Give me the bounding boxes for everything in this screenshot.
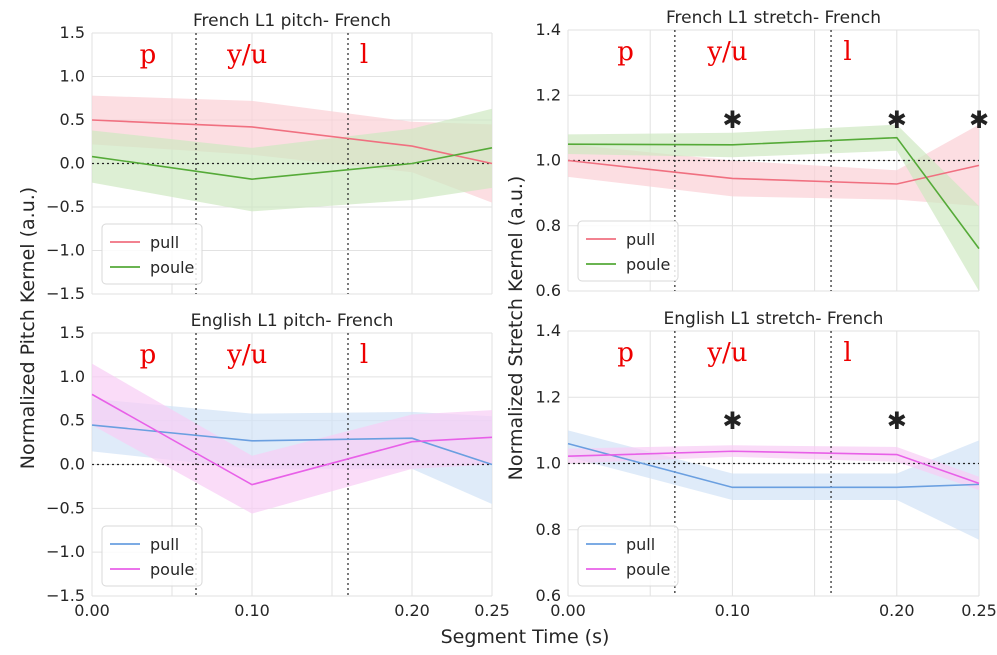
series-line-poule: [567, 136, 980, 250]
series-line-poule: [91, 393, 493, 486]
y-tick-label: 0.6: [536, 586, 561, 605]
legend-label-pull: pull: [150, 233, 179, 252]
legend-label-poule: poule: [626, 560, 670, 579]
segment-label: y/u: [226, 40, 267, 70]
y-tick-label: 1.0: [60, 367, 85, 386]
segment-label: l: [843, 338, 851, 368]
legend-label-pull: pull: [626, 230, 655, 249]
x-tick-label: 0.00: [74, 601, 110, 620]
segment-label: y/u: [226, 340, 267, 370]
y-tick-label: −1.5: [46, 284, 85, 303]
significance-marker: ✱: [887, 106, 907, 134]
legend-frame: [577, 525, 679, 587]
legend-label-poule: poule: [150, 258, 194, 277]
y-tick-label: −0.5: [46, 498, 85, 517]
y-tick-label: 1.0: [536, 151, 561, 170]
segment-label: l: [843, 37, 851, 67]
y-tick-label: 0.6: [536, 281, 561, 300]
y-tick-label: 0.8: [536, 520, 561, 539]
legend-label-pull: pull: [626, 535, 655, 554]
y-tick-label: 1.2: [536, 85, 561, 104]
y-axis-label-stretch: Normalized Stretch Kernel (a.u.): [505, 176, 527, 481]
legend: pull poule: [577, 220, 679, 282]
confidence-band-poule: [568, 445, 979, 490]
series-line-pull: [567, 159, 980, 185]
chart-panels: p y/u l French L1 pitch- French −1.5 −1.0 −0.5…: [46, 8, 997, 620]
y-axis-label-pitch: Normalized Pitch Kernel (a.u.): [17, 187, 39, 469]
series-line-pull: [91, 119, 493, 165]
x-tick-label: 0.10: [234, 601, 270, 620]
y-tick-label: 0.0: [60, 154, 85, 173]
x-tick-label: 0.20: [879, 601, 915, 620]
legend-label-poule: poule: [626, 255, 670, 274]
significance-marker: ✱: [722, 407, 742, 435]
x-tick-label: 0.10: [715, 601, 751, 620]
y-tick-label: 1.5: [60, 323, 85, 342]
chart-title: English L1 pitch- French: [191, 311, 394, 331]
legend-frame: [101, 223, 203, 285]
significance-marker: ✱: [969, 106, 989, 134]
x-axis-label: Segment Time (s): [441, 626, 610, 648]
chart-title: French L1 stretch- French: [666, 8, 881, 28]
y-tick-label: −1.0: [46, 241, 85, 260]
y-tick-label: 1.2: [536, 387, 561, 406]
legend: pull poule: [577, 525, 679, 587]
chart-title: English L1 stretch- French: [664, 309, 884, 329]
segment-label: p: [617, 37, 634, 67]
chart-panel-4: p y/u l ✱ ✱ English L1 stretch- French 0.6 0.8 1…: [536, 309, 997, 620]
confidence-band-poule: [92, 363, 492, 514]
y-tick-label: 1.0: [536, 454, 561, 473]
legend-label-poule: poule: [150, 560, 194, 579]
x-tick-label: 0.00: [550, 601, 586, 620]
legend-label-pull: pull: [150, 535, 179, 554]
legend-frame: [101, 525, 203, 587]
y-tick-label: 0.0: [60, 455, 85, 474]
segment-label: y/u: [706, 338, 747, 368]
y-tick-label: 0.8: [536, 216, 561, 235]
legend-frame: [577, 220, 679, 282]
y-tick-label: 1.4: [536, 20, 561, 39]
confidence-band-poule: [568, 124, 979, 291]
y-tick-label: 0.5: [60, 411, 85, 430]
segment-label: l: [360, 340, 368, 370]
y-tick-label: 1.4: [536, 321, 561, 340]
y-tick-label: 1.0: [60, 67, 85, 86]
series-line-poule: [91, 147, 493, 180]
confidence-band-pull: [568, 124, 979, 207]
chart-panel-1: p y/u l French L1 pitch- French −1.5 −1.0 −0.5…: [46, 11, 493, 303]
series-line-pull: [567, 442, 980, 489]
segment-label: p: [617, 338, 634, 368]
x-tick-label: 0.25: [474, 601, 510, 620]
legend: pull poule: [101, 525, 203, 587]
chart-panel-2: p y/u l ✱ ✱ ✱ French L1 stretch- French 0.6 0.8 1…: [536, 8, 990, 300]
y-tick-label: 1.5: [60, 23, 85, 42]
series-line-pull: [91, 424, 493, 466]
y-tick-label: −0.5: [46, 197, 85, 216]
significance-marker: ✱: [722, 106, 742, 134]
segment-label: p: [140, 340, 157, 370]
chart-panel-3: p y/u l English L1 pitch- French −1.5 −1.0 −0.…: [46, 311, 510, 620]
legend: pull poule: [101, 223, 203, 285]
significance-marker: ✱: [887, 407, 907, 435]
chart-title: French L1 pitch- French: [193, 11, 391, 31]
x-tick-label: 0.20: [394, 601, 430, 620]
segment-label: y/u: [706, 37, 747, 67]
series-line-poule: [567, 450, 980, 485]
x-tick-label: 0.25: [961, 601, 997, 620]
segment-label: p: [140, 40, 157, 70]
confidence-band-poule: [92, 108, 492, 212]
y-tick-label: −1.5: [46, 586, 85, 605]
y-tick-label: −1.0: [46, 542, 85, 561]
segment-label: l: [360, 40, 368, 70]
y-tick-label: 0.5: [60, 110, 85, 129]
